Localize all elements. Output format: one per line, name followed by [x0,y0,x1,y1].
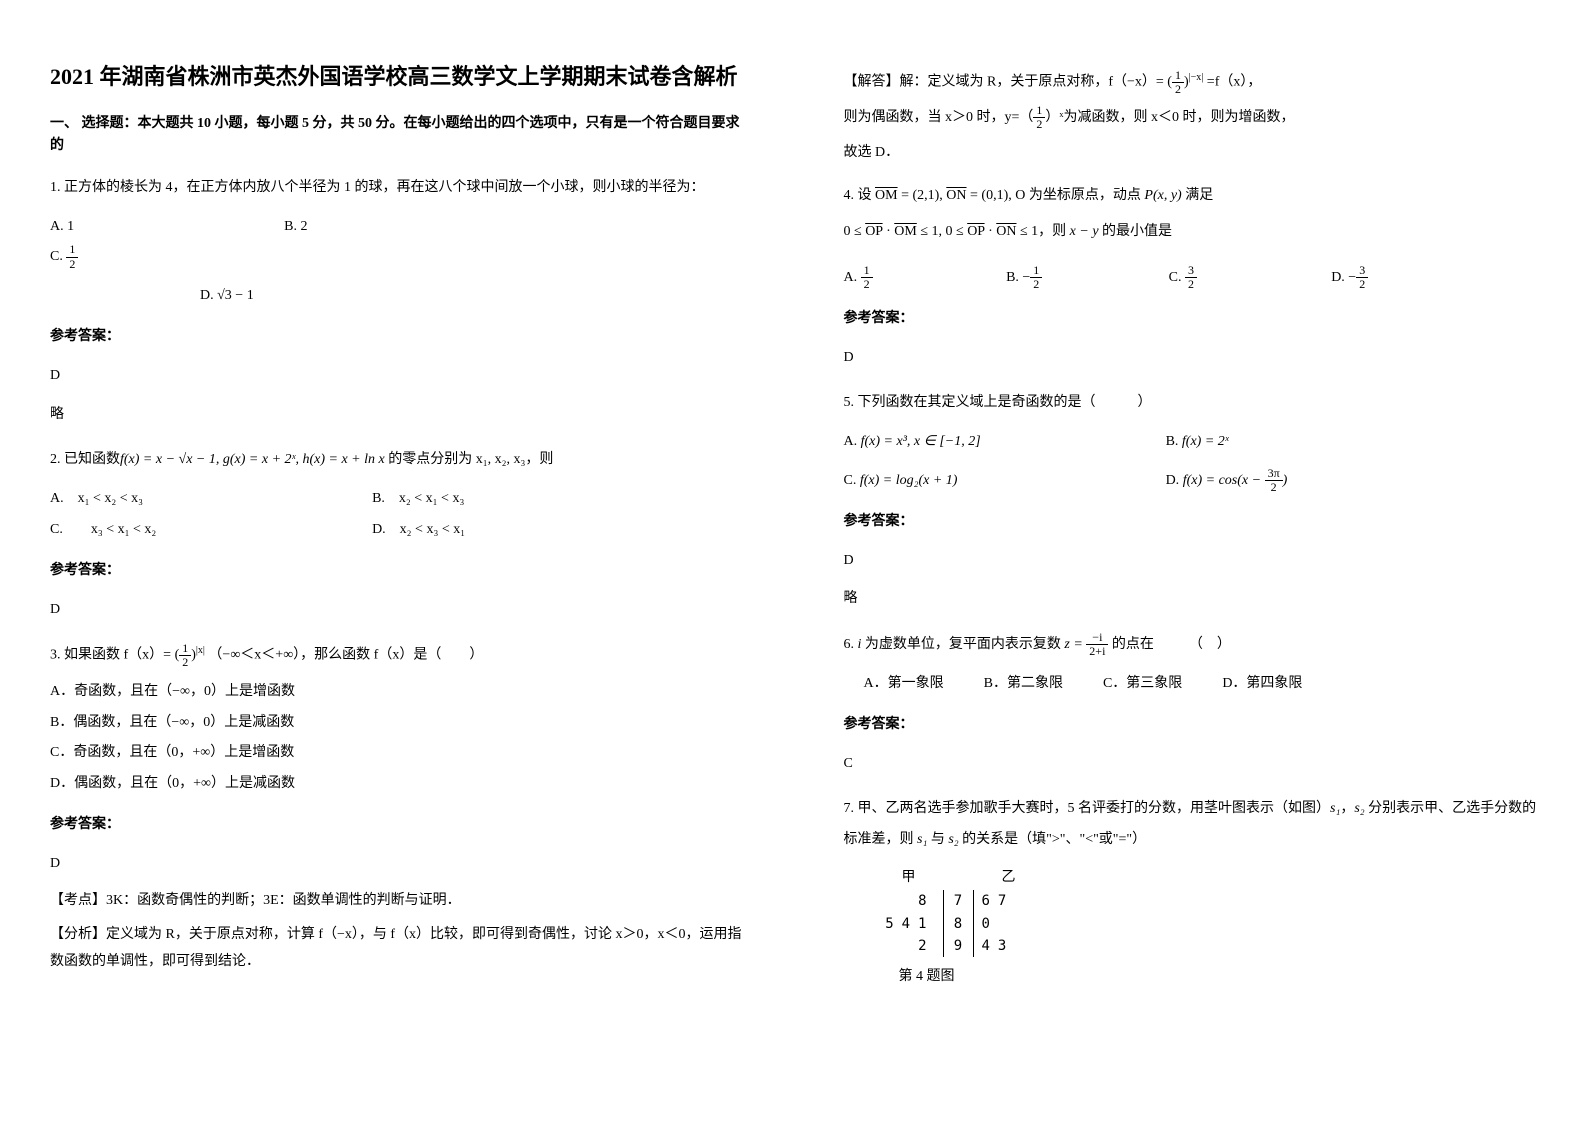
q1-optA: A. 1 [50,212,244,243]
q3-optB: B．偶函数，且在（−∞，0）上是减函数 [50,708,744,739]
frac-half-4: 12 [1033,104,1045,131]
q3-jieda: 【解答】解：定义域为 R，关于原点对称，f（−x）= (12)|−x| =f（x… [844,68,1538,96]
question-2: 2. 已知函数f(x) = x − √x − 1, g(x) = x + 2ˣ,… [50,445,744,625]
frac-half-2: 12 [179,642,191,669]
q4-answer-label: 参考答案： [844,304,1538,335]
q3-kaodian: 【考点】3K：函数奇偶性的判断；3E：函数单调性的判断与证明． [50,888,744,915]
question-3: 3. 如果函数 f（x）= (12)|x| （−∞＜x＜+∞），那么函数 f（x… [50,640,744,975]
q4-optB: B. −12 [1006,263,1159,294]
q4-text: 4. 设 OM = (2,1), ON = (0,1), O 为坐标原点，动点 … [844,181,1538,212]
q7-text: 7. 甲、乙两名选手参加歌手大赛时，5 名评委打的分数，用茎叶图表示（如图）s₁… [844,794,1538,856]
section-header: 一、 选择题：本大题共 10 小题，每小题 5 分，共 50 分。在每小题给出的… [50,113,744,158]
optC-prefix: C. [50,249,66,264]
sl-caption: 第 4 题图 [899,962,1538,993]
q5-optD: D. f(x) = cos(x − 3π2) [1166,466,1478,497]
q3-answer-label: 参考答案： [50,810,744,841]
q5-answer-label: 参考答案： [844,507,1538,538]
sl-row-1: 8 7 67 [874,890,1538,912]
q4-cond: 0 ≤ OP · OM ≤ 1, 0 ≤ OP · ON ≤ 1，则 x − y… [844,217,1538,248]
q6-optA: A．第一象限 [864,669,944,700]
frac-half: 12 [66,243,78,270]
question-6: 6. i 为虚数单位，复平面内表示复数 z = −i2+i 的点在 （ ） A．… [844,630,1538,779]
q1-optC: C. 12 [50,242,244,273]
q3-optD: D．偶函数，且在（0，+∞）上是减函数 [50,769,744,800]
q6-optB: B．第二象限 [984,669,1063,700]
q4-answer: D [844,343,1538,374]
q1-options-row2: D. √3 − 1 [50,281,744,312]
q5-optB: B. f(x) = 2ˣ [1166,427,1478,458]
question-4: 4. 设 OM = (2,1), ON = (0,1), O 为坐标原点，动点 … [844,181,1538,373]
q1-options: A. 1 B. 2 C. 12 [50,212,744,274]
frac-half-3: 12 [1172,69,1184,96]
q5-options-2: C. f(x) = log₂(x + 1) D. f(x) = cos(x − … [844,466,1538,497]
q2-text: 2. 已知函数f(x) = x − √x − 1, g(x) = x + 2ˣ,… [50,445,744,476]
question-7: 7. 甲、乙两名选手参加歌手大赛时，5 名评委打的分数，用茎叶图表示（如图）s₁… [844,794,1538,993]
q2-answer: D [50,595,744,626]
q1-optB: B. 2 [284,212,478,243]
q1-answer-label: 参考答案： [50,322,744,353]
sl-header-left: 甲 [874,866,944,888]
q1-answer: D [50,361,744,392]
question-1: 1. 正方体的棱长为 4，在正方体内放八个半径为 1 的球，再在这八个球中间放一… [50,173,744,431]
q6-optC: C．第三象限 [1103,669,1182,700]
q2-optD: D. x₂ < x₃ < x₁ [372,515,684,546]
q6-answer: C [844,749,1538,780]
q5-options-1: A. f(x) = x³, x ∈ [−1, 2] B. f(x) = 2ˣ [844,427,1538,458]
sl-header-right: 乙 [974,866,1044,888]
sl-row-2: 541 8 0 [874,913,1538,935]
q6-text: 6. i 为虚数单位，复平面内表示复数 z = −i2+i 的点在 （ ） [844,630,1538,661]
question-5: 5. 下列函数在其定义域上是奇函数的是（ ） A. f(x) = x³, x ∈… [844,388,1538,615]
q5-optC: C. f(x) = log₂(x + 1) [844,466,1156,497]
q3-fenxi: 【分析】定义域为 R，关于原点对称，计算 f（−x），与 f（x）比较，即可得到… [50,922,744,975]
q2-optC: C. x₃ < x₁ < x₂ [50,515,362,546]
q5-answer: D [844,546,1538,577]
q3-optC: C．奇函数，且在（0，+∞）上是增函数 [50,738,744,769]
sl-row-3: 2 9 43 [874,935,1538,957]
stem-leaf-plot: 甲 乙 8 7 67 541 8 0 2 9 43 [874,866,1538,958]
q6-optD: D．第四象限 [1222,669,1302,700]
q6-options: A．第一象限 B．第二象限 C．第三象限 D．第四象限 [864,669,1538,700]
q3-text: 3. 如果函数 f（x）= (12)|x| （−∞＜x＜+∞），那么函数 f（x… [50,640,744,671]
q2-optB: B. x₂ < x₁ < x₃ [372,484,684,515]
q2-optA: A. x₁ < x₂ < x₃ [50,484,362,515]
q1-text: 1. 正方体的棱长为 4，在正方体内放八个半径为 1 的球，再在这八个球中间放一… [50,173,744,204]
q1-note: 略 [50,400,744,431]
q4-options: A. 12 B. −12 C. 32 D. −32 [844,263,1538,294]
q4-optA: A. 12 [844,263,997,294]
q3-optA: A．奇函数，且在（−∞，0）上是增函数 [50,677,744,708]
q4-optC: C. 32 [1169,263,1322,294]
q5-optA: A. f(x) = x³, x ∈ [−1, 2] [844,427,1156,458]
q3-jieda-3: 故选 D． [844,140,1538,167]
q6-answer-label: 参考答案： [844,710,1538,741]
q5-text: 5. 下列函数在其定义域上是奇函数的是（ ） [844,388,1538,419]
q4-optD: D. −32 [1331,263,1484,294]
q2-options: A. x₁ < x₂ < x₃ B. x₂ < x₁ < x₃ C. x₃ < … [50,484,744,546]
q3-answer: D [50,849,744,880]
q1-optD: D. √3 − 1 [200,281,254,312]
q3-jieda-2: 则为偶函数，当 x＞0 时，y=（12）ˣ为减函数，则 x＜0 时，则为增函数， [844,104,1538,132]
exam-title: 2021 年湖南省株洲市英杰外国语学校高三数学文上学期期末试卷含解析 [50,60,744,93]
q2-answer-label: 参考答案： [50,556,744,587]
q5-note: 略 [844,584,1538,615]
